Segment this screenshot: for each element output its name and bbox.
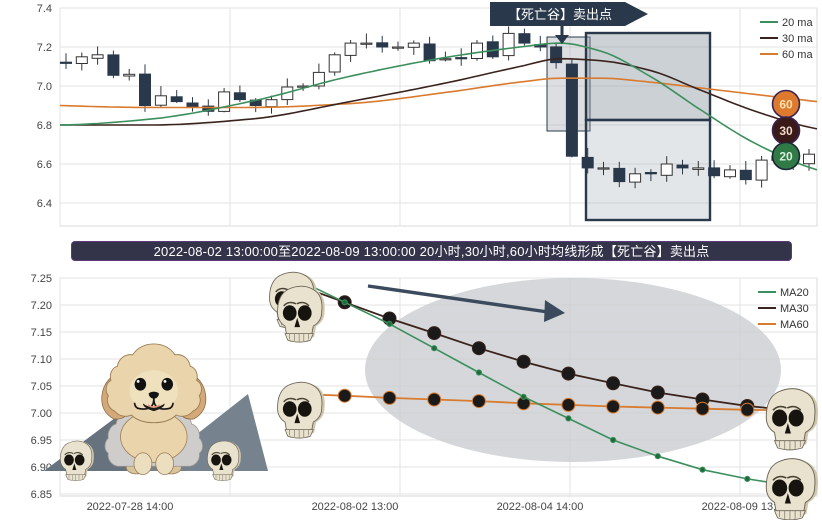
svg-text:7.05: 7.05 bbox=[31, 381, 52, 393]
svg-text:7.2: 7.2 bbox=[37, 42, 52, 54]
svg-text:6.6: 6.6 bbox=[37, 159, 52, 171]
svg-text:7.10: 7.10 bbox=[31, 354, 52, 366]
svg-text:30 ma: 30 ma bbox=[782, 33, 813, 45]
svg-text:60 ma: 60 ma bbox=[782, 49, 813, 61]
svg-text:MA30: MA30 bbox=[780, 303, 809, 315]
svg-text:7.4: 7.4 bbox=[37, 3, 52, 15]
svg-text:2022-08-02 13:00: 2022-08-02 13:00 bbox=[312, 501, 399, 513]
svg-text:2022-08-04 14:00: 2022-08-04 14:00 bbox=[497, 501, 584, 513]
svg-text:20: 20 bbox=[779, 150, 793, 164]
svg-text:6.8: 6.8 bbox=[37, 120, 52, 132]
svg-text:7.0: 7.0 bbox=[37, 81, 52, 93]
svg-text:6.4: 6.4 bbox=[37, 198, 52, 210]
svg-text:7.00: 7.00 bbox=[31, 408, 52, 420]
svg-text:20 ma: 20 ma bbox=[782, 17, 813, 29]
svg-text:6.95: 6.95 bbox=[31, 435, 52, 447]
svg-text:MA20: MA20 bbox=[780, 287, 809, 299]
svg-text:7.20: 7.20 bbox=[31, 300, 52, 312]
svg-text:60: 60 bbox=[779, 98, 793, 112]
svg-text:7.25: 7.25 bbox=[31, 273, 52, 285]
svg-text:6.85: 6.85 bbox=[31, 489, 52, 501]
svg-text:MA60: MA60 bbox=[780, 319, 809, 331]
svg-text:【死亡谷】卖出点: 【死亡谷】卖出点 bbox=[508, 7, 612, 22]
svg-text:30: 30 bbox=[779, 124, 793, 138]
svg-text:2022-07-28 14:00: 2022-07-28 14:00 bbox=[87, 501, 174, 513]
svg-text:7.15: 7.15 bbox=[31, 327, 52, 339]
